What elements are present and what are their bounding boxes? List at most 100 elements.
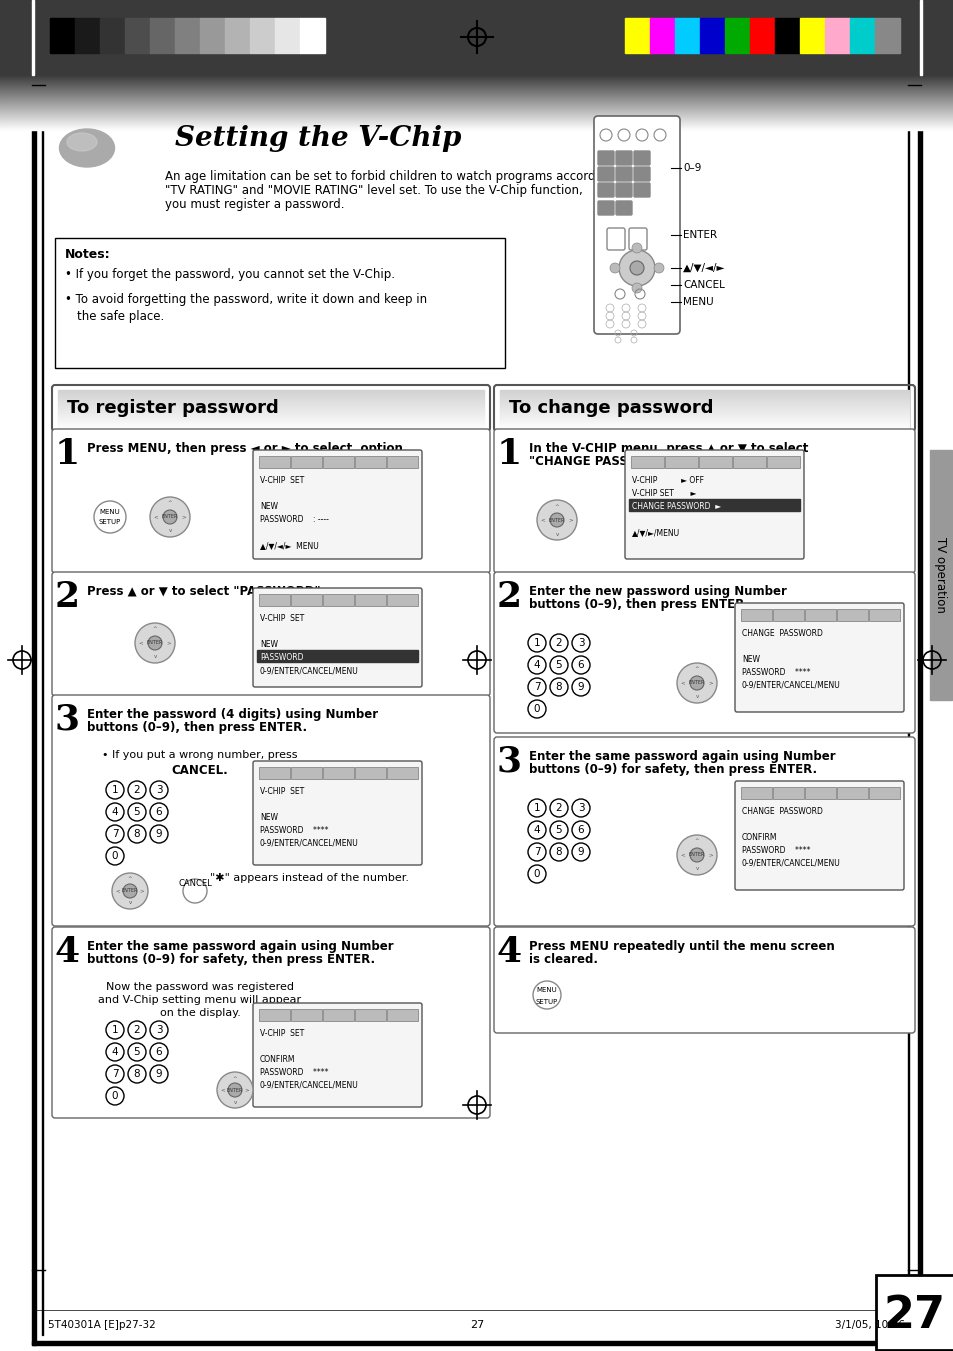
Text: ^: ^ [554,504,558,508]
Bar [250,18,274,53]
Bar [800,18,824,53]
Bar [929,450,951,700]
FancyBboxPatch shape [494,927,914,1034]
FancyBboxPatch shape [253,761,421,865]
Text: CHANGE  PASSWORD: CHANGE PASSWORD [741,807,822,816]
Text: 7: 7 [112,1069,118,1079]
Bar [804,788,835,798]
Text: you must register a password.: you must register a password. [165,199,344,211]
Text: 0: 0 [533,704,539,713]
Text: V-CHIP  SET: V-CHIP SET [260,613,304,623]
Text: 0-9/ENTER/CANCEL/MENU: 0-9/ENTER/CANCEL/MENU [260,666,358,676]
Text: 9: 9 [155,830,162,839]
Text: V-CHIP  SET: V-CHIP SET [260,1029,304,1038]
Bar [125,18,150,53]
Text: TV operation: TV operation [934,538,946,613]
Bar [75,18,100,53]
Text: 1: 1 [496,436,521,471]
Text: CANCEL: CANCEL [178,880,212,888]
Text: 4: 4 [54,935,79,969]
Text: ENTER: ENTER [548,517,564,523]
Bar [291,594,322,607]
Circle shape [677,663,717,703]
FancyBboxPatch shape [253,450,421,559]
FancyBboxPatch shape [616,201,631,215]
Text: 3: 3 [578,638,583,648]
Text: 5: 5 [555,661,561,670]
Bar [868,788,899,798]
Text: 5: 5 [133,1047,140,1056]
Text: • To avoid forgetting the password, write it down and keep in: • To avoid forgetting the password, writ… [65,293,427,305]
Text: • If you forget the password, you cannot set the V-Chip.: • If you forget the password, you cannot… [65,267,395,281]
Text: NEW: NEW [260,640,277,648]
FancyBboxPatch shape [634,168,649,181]
Text: <: < [680,852,684,858]
Text: ENTER: ENTER [688,681,704,685]
Bar [32,1,921,5]
Text: <: < [138,640,143,646]
Text: 6: 6 [155,807,162,817]
Text: 2: 2 [555,638,561,648]
Bar [55,238,504,367]
Circle shape [228,1084,242,1097]
Circle shape [631,282,641,293]
Text: 8: 8 [555,682,561,692]
Text: ▲/▼/◄/►  MENU: ▲/▼/◄/► MENU [260,540,318,550]
Text: "TV RATING" and "MOVIE RATING" level set. To use the V-Chip function,: "TV RATING" and "MOVIE RATING" level set… [165,184,582,197]
Text: >: > [708,681,713,685]
Circle shape [216,1071,253,1108]
Bar [42,50,43,1335]
Bar [355,767,386,780]
Bar [836,788,867,798]
Bar [225,18,250,53]
Bar [291,767,322,780]
Ellipse shape [67,132,97,151]
Text: 1: 1 [533,802,539,813]
Text: ^: ^ [694,839,699,843]
Text: Enter the new password using Number: Enter the new password using Number [529,585,786,598]
Text: 3: 3 [54,703,79,738]
Bar [919,0,921,76]
Text: v: v [555,531,558,536]
Text: 0-9/ENTER/CANCEL/MENU: 0-9/ENTER/CANCEL/MENU [741,859,840,867]
Text: PASSWORD    ****: PASSWORD **** [260,825,328,835]
Text: 7: 7 [533,682,539,692]
Text: PASSWORD    ****: PASSWORD **** [741,846,810,855]
Text: >: > [244,1088,249,1093]
Text: 7: 7 [533,847,539,857]
Bar [874,18,899,53]
Text: 0–9: 0–9 [682,163,700,173]
Text: >: > [568,517,573,523]
Text: >: > [708,852,713,858]
Text: Enter the password (4 digits) using Number: Enter the password (4 digits) using Numb… [87,708,377,721]
Bar [387,767,417,780]
FancyBboxPatch shape [634,151,649,165]
Circle shape [150,497,190,536]
Circle shape [163,509,177,524]
Text: on the display.: on the display. [159,1008,240,1019]
Text: CHANGE PASSWORD  ►: CHANGE PASSWORD ► [631,503,720,511]
Text: Press MENU, then press ◄ or ► to select  option.: Press MENU, then press ◄ or ► to select … [87,442,407,455]
Text: Enter the same password again using Number: Enter the same password again using Numb… [529,750,835,763]
Bar [766,457,800,467]
Bar [774,18,800,53]
Text: <: < [153,515,158,520]
Text: v: v [695,694,698,700]
Bar [299,18,325,53]
Text: >: > [167,640,172,646]
Text: CONFIRM: CONFIRM [741,834,777,842]
Circle shape [609,263,619,273]
Circle shape [654,263,663,273]
Text: MENU: MENU [99,509,120,515]
Text: ENTER: ENTER [688,852,704,858]
Text: ^: ^ [128,877,132,881]
Text: Setting the V-Chip: Setting the V-Chip [174,124,461,151]
Text: 6: 6 [578,825,583,835]
Text: <: < [220,1088,225,1093]
Bar [740,788,771,798]
Text: PASSWORD    ****: PASSWORD **** [741,667,810,677]
Text: v: v [233,1100,236,1105]
Bar [0,0,953,76]
Text: 9: 9 [578,682,583,692]
Text: ^: ^ [694,666,699,671]
